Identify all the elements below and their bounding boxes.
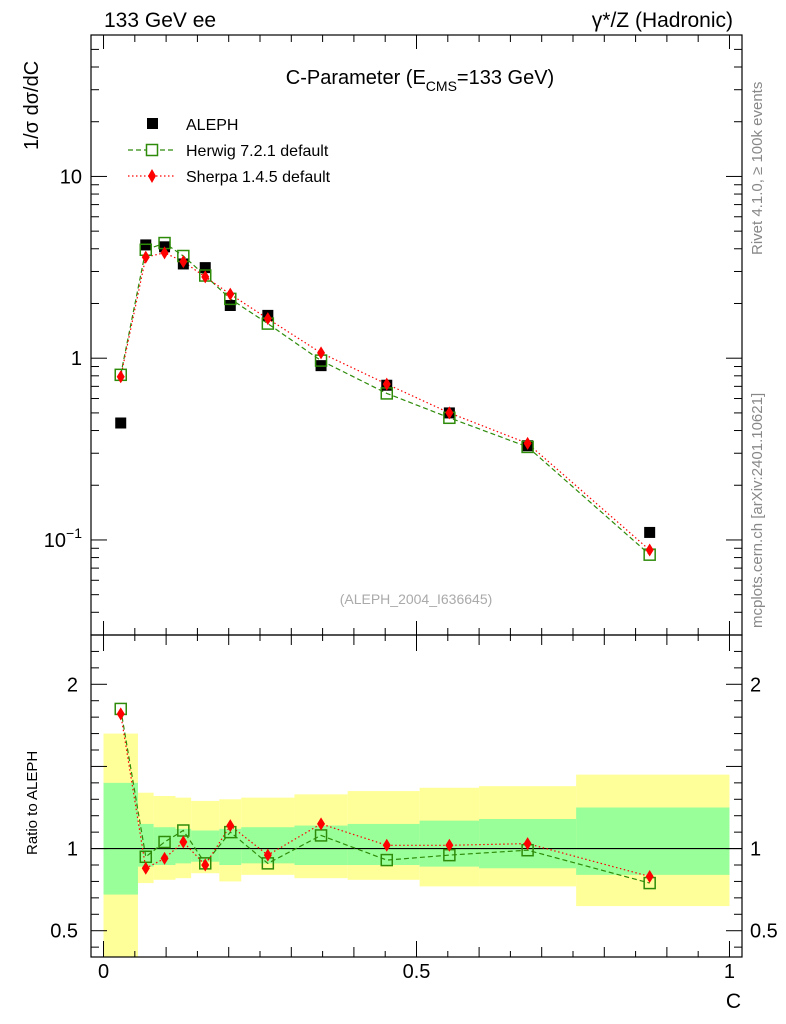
- legend-label-herwig: Herwig 7.2.1 default: [186, 143, 329, 160]
- ratio-xtick-label: 0.5: [403, 961, 431, 983]
- legend-label-aleph: ALEPH: [186, 117, 238, 134]
- legend-marker-sherpa: [148, 169, 156, 183]
- ratio-ytick-label-right: 2: [750, 674, 761, 696]
- main-watermark: (ALEPH_2004_I636645): [340, 591, 493, 607]
- ratio-sherpa-point: [141, 861, 150, 875]
- sherpa-point: [263, 312, 272, 326]
- main-plot-area: [114, 236, 656, 561]
- main-ytick-label-base: 10: [44, 530, 66, 552]
- aleph-point: [199, 262, 211, 274]
- ratio-sherpa-point: [116, 707, 125, 721]
- aleph-point: [224, 299, 236, 311]
- legend-marker-herwig: [145, 143, 159, 157]
- ratio-xtick-label: 1: [724, 961, 735, 983]
- ratio-ytick-label-left: 0.5: [50, 921, 78, 943]
- ratio-band-inner: [103, 782, 138, 895]
- sherpa-point: [523, 436, 532, 450]
- ratio-sherpa-line: [120, 713, 650, 878]
- main-ytick-label: 10: [60, 166, 82, 188]
- sherpa-point: [160, 246, 169, 260]
- header-left: 133 GeV ee: [104, 9, 216, 32]
- ratio-plot-area: [91, 702, 742, 957]
- ratio-ytick-label-right: 1: [750, 839, 761, 861]
- sherpa-line: [120, 252, 651, 551]
- main-ylabel: 1/σ dσ/dC: [21, 61, 43, 150]
- legend: ALEPH Herwig 7.2.1 default Sherpa 1.4.5 …: [128, 117, 331, 186]
- ratio-ytick-label-right: 0.5: [750, 921, 778, 943]
- ratio-band-inner: [576, 807, 730, 875]
- sherpa-point: [116, 370, 125, 384]
- ratio-sherpa-point: [226, 819, 235, 833]
- sherpa-point: [179, 255, 188, 269]
- ratio-sherpa-point: [382, 838, 391, 852]
- ratio-panel: 0 0.5 1 2 2 1 1 0.5 0.5 Ratio to ALEPH C: [24, 634, 778, 1013]
- sherpa-point: [201, 270, 210, 284]
- legend-label-sherpa: Sherpa 1.4.5 default: [186, 169, 331, 186]
- ratio-ytick-label-left: 1: [67, 839, 78, 861]
- main-ytick-label-base: 1: [71, 348, 82, 370]
- main-ytick-label-base: 10: [60, 166, 82, 188]
- ratio-sherpa-point: [523, 837, 532, 851]
- sherpa-point: [226, 287, 235, 301]
- ratio-sherpa-point: [179, 835, 188, 849]
- sherpa-point: [645, 543, 654, 557]
- ratio-sherpa-point: [160, 851, 169, 865]
- ratio-xlabel: C: [726, 990, 741, 1013]
- mcplots-credit: mcplots.cern.ch [arXiv:2401.10621]: [749, 393, 766, 628]
- ratio-herwig-point: [139, 850, 153, 864]
- ratio-sherpa-point: [201, 858, 210, 872]
- ratio-xtick-label: 0: [98, 961, 109, 983]
- sherpa-point: [445, 406, 454, 420]
- ratio-band-inner: [137, 823, 154, 867]
- ratio-sherpa-point: [263, 848, 272, 862]
- sherpa-point: [317, 346, 326, 360]
- sherpa-point: [382, 377, 391, 391]
- main-ytick-label: 10−1: [44, 525, 82, 552]
- main-title-rest: =133 GeV): [457, 67, 554, 89]
- ratio-ylabel: Ratio to ALEPH: [24, 751, 41, 855]
- main-title-sub: CMS: [426, 78, 457, 94]
- ratio-ytick-label-left: 2: [67, 674, 78, 696]
- rivet-credit: Rivet 4.1.0, ≥ 100k events: [749, 82, 766, 255]
- main-ytick-label-exp: −1: [66, 525, 82, 541]
- ratio-sherpa-point: [645, 870, 654, 883]
- ratio-herwig-point: [177, 824, 190, 837]
- ratio-herwig-line: [120, 708, 650, 884]
- ratio-band-inner: [191, 830, 220, 862]
- main-title: C-Parameter (ECMS=133 GeV): [286, 67, 554, 94]
- sherpa-point: [141, 250, 150, 264]
- ratio-herwig-point: [314, 829, 328, 842]
- header-right: γ*/Z (Hadronic): [592, 9, 733, 32]
- main-ytick-label: 1: [71, 348, 82, 370]
- ratio-sherpa-point: [317, 817, 326, 831]
- aleph-point: [115, 417, 127, 429]
- ratio-axes: 0 0.5 1 2 2 1 1 0.5 0.5: [50, 635, 778, 983]
- ratio-herwig-point: [380, 853, 394, 867]
- legend-marker-aleph: [147, 118, 158, 129]
- ratio-sherpa-point: [445, 838, 454, 852]
- ratio-herwig-point: [158, 835, 171, 849]
- aleph-point: [644, 526, 656, 538]
- main-title-main: C-Parameter (E: [286, 67, 426, 89]
